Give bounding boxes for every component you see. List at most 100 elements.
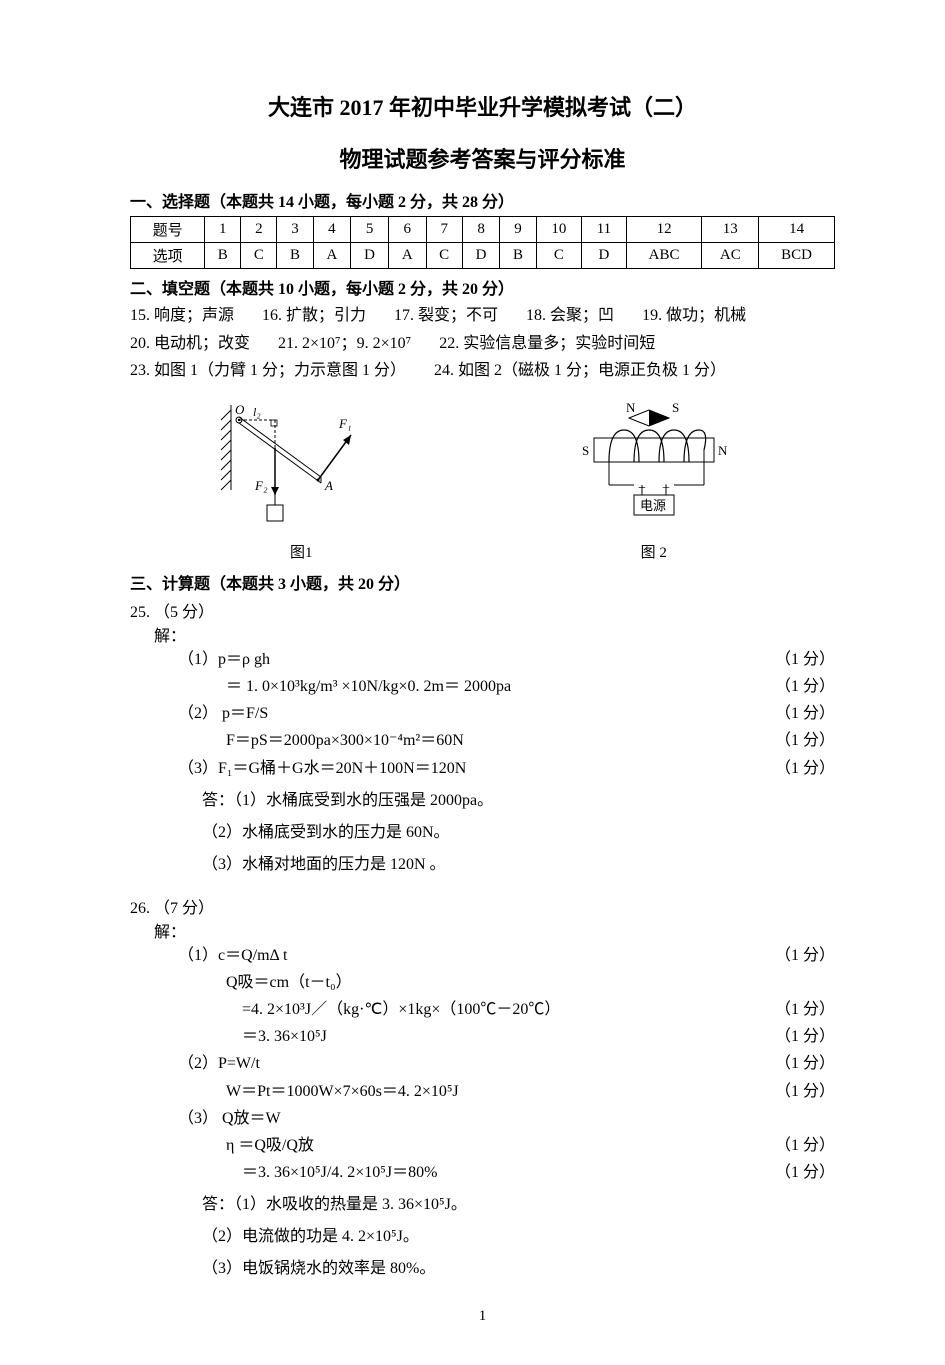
- figures-row: O A F₁ l₂: [130, 400, 835, 562]
- q25-answer: （3）水桶对地面的压力是 120N 。: [130, 850, 835, 874]
- q25-line: ＝ 1. 0×10³kg/m³ ×10N/kg×0. 2m＝ 2000pa: [130, 673, 755, 700]
- q26-line: （1）c＝Q/mΔ t: [130, 942, 755, 969]
- electromagnet-diagram-icon: N S S N: [554, 400, 754, 530]
- figure-2: N S S N: [554, 400, 754, 562]
- table-cell: 5: [351, 217, 389, 243]
- section2-heading: 二、填空题（本题共 10 小题，每小题 2 分，共 20 分）: [130, 275, 835, 299]
- table-cell: A: [313, 243, 351, 269]
- fill-item-21: 21. 2×10⁷；9. 2×10⁷: [278, 331, 411, 357]
- q26-line: Q吸＝cm（t－t₀）: [130, 969, 755, 996]
- score-label: [755, 1105, 835, 1132]
- table-cell: C: [536, 243, 582, 269]
- table-cell: 6: [388, 217, 426, 243]
- fill-item-22: 22. 实验信息量多；实验时间短: [439, 331, 655, 357]
- score-label: （1 分）: [755, 700, 835, 727]
- table-row: 题号 1 2 3 4 5 6 7 8 9 10 11 12 13 14: [131, 217, 835, 243]
- svg-text:+: +: [662, 481, 670, 496]
- q26-line: =4. 2×10³J／（kg·℃）×1kg×（100℃－20℃）: [130, 996, 755, 1023]
- svg-text:S: S: [672, 400, 679, 415]
- q25-line: （3）F₁＝G桶＋G水＝20N＋100N＝120N: [130, 755, 755, 782]
- page-number: 1: [130, 1308, 835, 1325]
- table-cell: 2: [241, 217, 277, 243]
- table-cell: 13: [702, 217, 759, 243]
- svg-text:−: −: [638, 481, 646, 496]
- svg-text:F₁: F₁: [338, 416, 351, 431]
- q26-answer: （2）电流做的功是 4. 2×10⁵J。: [130, 1222, 835, 1246]
- score-label: （1 分）: [755, 1023, 835, 1050]
- table-cell: BCD: [759, 243, 835, 269]
- table-cell: D: [582, 243, 627, 269]
- table-cell: 9: [500, 217, 536, 243]
- q25-line: F＝pS＝2000pa×300×10⁻⁴m²＝60N: [130, 727, 755, 754]
- fill-item-17: 17. 裂变；不可: [394, 303, 498, 329]
- table-cell: 11: [582, 217, 627, 243]
- section1-heading: 一、选择题（本题共 14 小题，每小题 2 分，共 28 分）: [130, 188, 835, 212]
- answer-table: 题号 1 2 3 4 5 6 7 8 9 10 11 12 13 14 选项 B…: [130, 216, 835, 269]
- fill-item-15: 15. 响度；声源: [130, 303, 234, 329]
- score-label: （1 分）: [755, 1078, 835, 1105]
- fill-row: 15. 响度；声源 16. 扩散；引力 17. 裂变；不可 18. 会聚；凹 1…: [130, 303, 835, 329]
- table-cell: AC: [702, 243, 759, 269]
- score-label: （1 分）: [755, 1050, 835, 1077]
- score-label: [755, 969, 835, 996]
- table-cell: A: [388, 243, 426, 269]
- row-header: 题号: [131, 217, 205, 243]
- svg-text:F₂: F₂: [254, 478, 268, 493]
- q26-line: η ＝Q吸/Q放: [130, 1132, 755, 1159]
- figure-1-caption: 图1: [211, 541, 391, 562]
- lever-diagram-icon: O A F₁ l₂: [211, 400, 391, 530]
- q26-answer: （3）电饭锅烧水的效率是 80%。: [130, 1254, 835, 1278]
- q26-line: ＝3. 36×10⁵J: [130, 1023, 755, 1050]
- figure-1: O A F₁ l₂: [211, 400, 391, 562]
- fill-item-24: 24. 如图 2（磁极 1 分；电源正负极 1 分）: [434, 358, 726, 384]
- q26-header: 26. （7 分）: [130, 894, 835, 918]
- score-label: （1 分）: [755, 727, 835, 754]
- table-cell: C: [426, 243, 462, 269]
- svg-text:N: N: [626, 400, 636, 415]
- row-header: 选项: [131, 243, 205, 269]
- table-cell: 4: [313, 217, 351, 243]
- fill-item-19: 19. 做功；机械: [642, 303, 746, 329]
- table-row: 选项 B C B A D A C D B C D ABC AC BCD: [131, 243, 835, 269]
- main-title-1: 大连市 2017 年初中毕业升学模拟考试（二）: [130, 90, 835, 122]
- main-title-2: 物理试题参考答案与评分标准: [130, 142, 835, 174]
- svg-text:S: S: [582, 443, 589, 458]
- table-cell: 3: [277, 217, 313, 243]
- table-cell: 8: [462, 217, 500, 243]
- svg-text:O: O: [235, 402, 245, 417]
- svg-text:A: A: [324, 478, 333, 493]
- table-cell: D: [351, 243, 389, 269]
- figure-2-caption: 图 2: [554, 541, 754, 562]
- fill-item-23: 23. 如图 1（力臂 1 分；力示意图 1 分）: [130, 358, 406, 384]
- q25-line: （2） p＝F/S: [130, 700, 755, 727]
- page-container: 大连市 2017 年初中毕业升学模拟考试（二） 物理试题参考答案与评分标准 一、…: [0, 0, 945, 1365]
- q26-line: （2）P=W/t: [130, 1050, 755, 1077]
- q25-answer: （2）水桶底受到水的压力是 60N。: [130, 818, 835, 842]
- table-cell: 12: [626, 217, 702, 243]
- q25-answer: 答：（1）水桶底受到水的压强是 2000pa。: [130, 786, 835, 810]
- svg-text:l₂: l₂: [253, 405, 261, 419]
- score-label: （1 分）: [755, 755, 835, 782]
- section3-heading: 三、计算题（本题共 3 小题，共 20 分）: [130, 570, 835, 594]
- q25-header: 25. （5 分）: [130, 598, 835, 622]
- table-cell: ABC: [626, 243, 702, 269]
- fill-item-20: 20. 电动机；改变: [130, 331, 250, 357]
- table-cell: C: [241, 243, 277, 269]
- table-cell: B: [277, 243, 313, 269]
- svg-text:电源: 电源: [640, 498, 666, 513]
- fill-item-18: 18. 会聚；凹: [526, 303, 614, 329]
- table-cell: 10: [536, 217, 582, 243]
- score-label: （1 分）: [755, 942, 835, 969]
- fill-row: 23. 如图 1（力臂 1 分；力示意图 1 分） 24. 如图 2（磁极 1 …: [130, 358, 835, 384]
- svg-text:N: N: [718, 443, 728, 458]
- table-cell: 1: [205, 217, 241, 243]
- q26-line: ＝3. 36×10⁵J/4. 2×10⁵J＝80%: [130, 1159, 755, 1186]
- table-cell: D: [462, 243, 500, 269]
- q25-solution-label: 解：: [130, 622, 835, 646]
- table-cell: B: [205, 243, 241, 269]
- score-label: （1 分）: [755, 996, 835, 1023]
- table-cell: 14: [759, 217, 835, 243]
- fill-row: 20. 电动机；改变 21. 2×10⁷；9. 2×10⁷ 22. 实验信息量多…: [130, 331, 835, 357]
- q26-solution-label: 解：: [130, 918, 835, 942]
- q26-line: （3） Q放＝W: [130, 1105, 755, 1132]
